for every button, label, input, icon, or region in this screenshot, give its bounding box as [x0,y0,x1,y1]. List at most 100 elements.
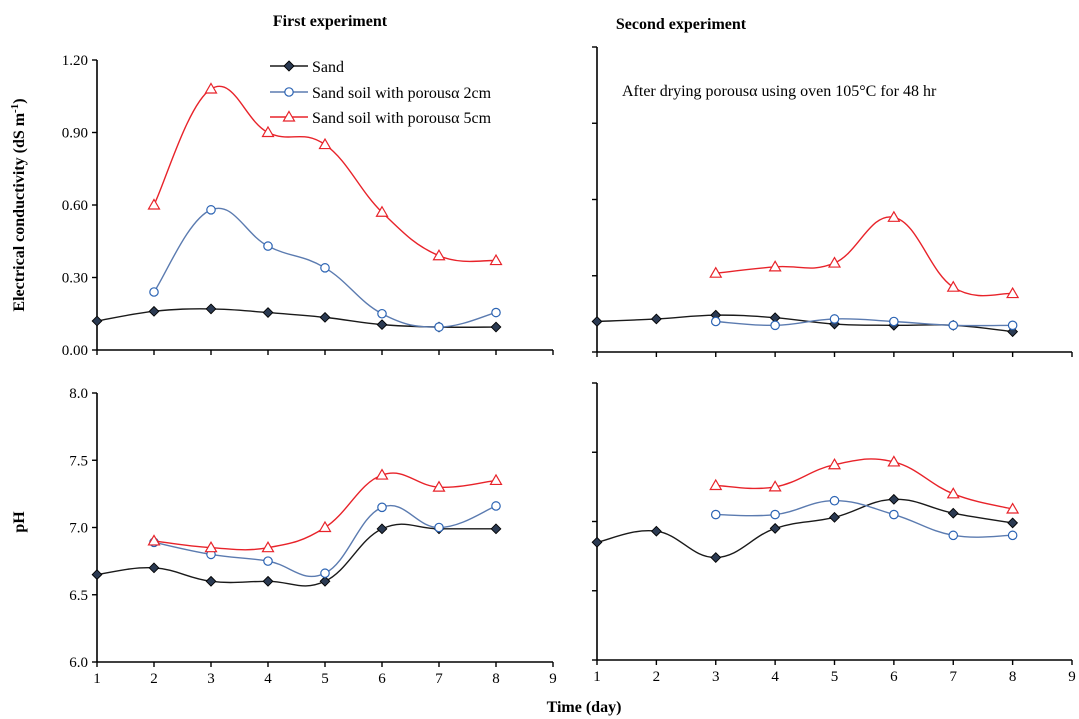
data-point-diamond [262,575,274,587]
y-tick-label: 7.0 [69,521,88,537]
legend-label-5cm: Sand soil with porousα 5cm [312,110,492,127]
data-point-triangle [204,82,218,94]
legend-item-2cm: Sand soil with porousα 2cm [270,85,492,102]
data-point-diamond [319,575,331,587]
data-point-diamond [947,507,959,519]
panel-4: 1 2 3 4 5 6 7 8 9 [591,382,1076,685]
data-point-triangle [1006,286,1020,299]
data-point-diamond [262,307,274,318]
y-tick-label: 0.00 [62,343,88,359]
data-point-triangle [489,253,503,266]
data-point-diamond [490,523,502,535]
series-line-triangle [715,216,1013,297]
series-line-circle [715,318,1013,327]
data-point-circle [491,501,501,511]
x-tick-label: 3 [712,669,720,685]
ylabel-ec-superscript: -1 [9,104,21,113]
x-tick-label: 6 [890,669,898,685]
data-point-triangle [827,256,842,268]
data-point-triangle [709,266,723,278]
panel-title-second: Second experiment [616,16,747,33]
data-point-diamond [205,575,217,587]
ylabel-ec: Electrical conductivity (dS m-1) [9,98,28,311]
data-point-circle [770,320,780,331]
data-point-triangle [261,540,275,553]
y-tick-label: 7.5 [69,453,88,469]
data-point-triangle [375,468,389,480]
data-point-diamond [148,562,160,574]
x-tick-label: 7 [950,669,958,685]
data-point-diamond [888,493,900,505]
ylabel-ph: pH [11,511,28,533]
data-point-diamond [376,319,388,331]
y-tick-label: 6.0 [69,655,88,671]
x-tick-label: 6 [378,671,386,687]
data-point-triangle [827,458,842,470]
data-point-circle [948,320,959,331]
data-point-triangle [318,137,332,150]
legend-label-2cm: Sand soil with porousα 2cm [312,85,492,102]
x-tick-label: 2 [653,669,661,685]
data-point-circle [829,495,840,506]
x-tick-label: 7 [435,671,443,687]
series-line-circle [153,504,497,578]
x-tick-label: 9 [549,671,557,687]
data-point-triangle [887,455,901,467]
data-point-diamond [769,522,781,534]
data-point-diamond [591,316,603,327]
x-tick-label: 2 [150,671,158,687]
data-point-circle [263,241,273,251]
data-point-circle [149,287,159,297]
y-tick-label: 0.60 [62,198,88,214]
data-point-diamond [148,305,160,317]
data-point-diamond [376,523,388,535]
legend-marker-2cm [284,87,294,97]
x-tick-label: 1 [93,671,101,687]
legend-marker-sand [283,60,295,72]
data-point-triangle [204,540,218,553]
data-point-triangle [946,487,960,499]
data-point-triangle [946,280,960,292]
x-tick-label: 5 [321,671,329,687]
data-point-triangle [768,480,782,492]
data-point-circle [770,509,780,520]
data-point-circle [434,322,444,332]
series-line-diamond [596,498,1013,559]
data-point-circle [948,530,959,541]
data-point-triangle [768,260,782,272]
data-point-diamond [91,315,103,327]
series-line-triangle [153,85,497,263]
ylabel-ec-close: ) [11,98,28,103]
data-point-triangle [489,473,503,486]
data-point-diamond [490,321,502,333]
data-point-triangle [432,249,446,261]
data-point-triangle [1006,502,1020,514]
data-point-circle [320,568,330,579]
data-point-diamond [91,569,103,581]
data-point-triangle [261,125,275,138]
y-tick-label: 0.30 [62,271,88,287]
data-point-diamond [829,511,840,523]
y-tick-label: 8.0 [69,386,88,402]
x-tick-label: 8 [1009,669,1017,685]
data-point-circle [1007,320,1018,331]
data-point-triangle [375,205,389,217]
series-line-triangle [715,458,1013,510]
x-tick-label: 5 [831,669,839,685]
legend-item-sand: Sand [270,59,344,76]
data-point-circle [263,556,273,566]
data-point-diamond [205,303,217,315]
data-point-circle [320,263,330,273]
data-point-triangle [147,198,161,210]
legend: Sand Sand soil with porousα 2cm Sand soi… [270,59,492,127]
x-tick-label: 8 [492,671,500,687]
x-tick-label: 4 [264,671,272,687]
data-point-circle [377,308,387,319]
xlabel-time: Time (day) [547,699,622,716]
y-tick-label: 1.20 [62,53,88,69]
data-point-triangle [432,480,446,492]
data-point-diamond [1007,517,1019,529]
panel-1: 0.00 0.30 0.60 0.90 1.20 [62,53,554,359]
legend-label-sand: Sand [312,59,344,76]
